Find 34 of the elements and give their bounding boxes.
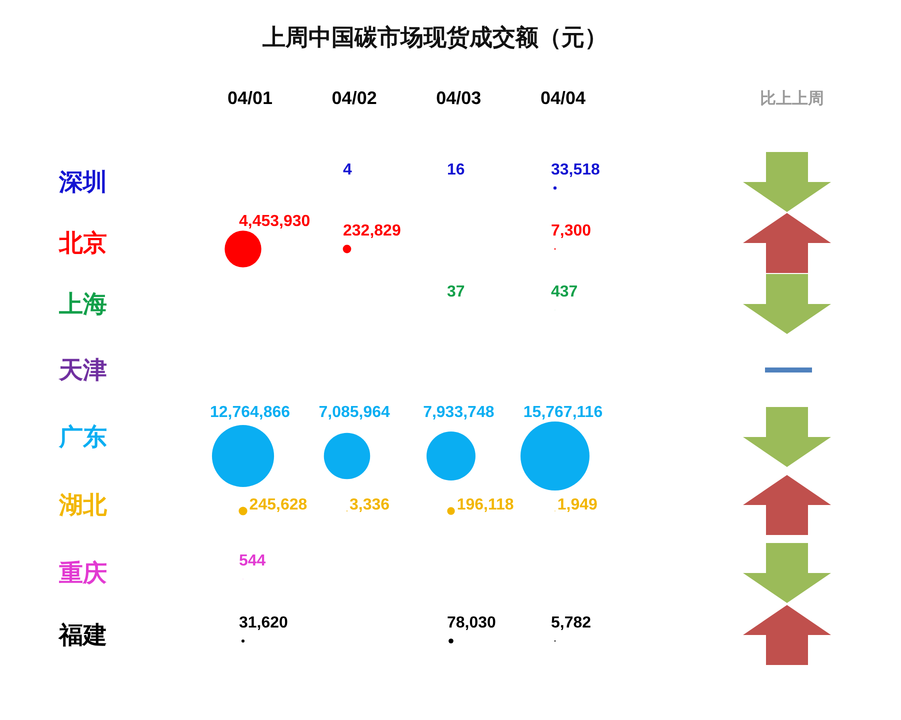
x-tick-label: 04/02 [332,88,377,108]
data-label: 196,118 [456,496,514,514]
data-label: 5,782 [551,614,592,632]
y-tick-label: 天津 [58,356,107,384]
x-tick-label: 04/03 [436,88,482,108]
data-label: 78,030 [447,614,496,632]
y-tick-label: 广东 [58,423,107,451]
data-label: 12,764,866 [210,404,290,421]
text: 比上上周 [760,88,824,108]
data-label: 4 [343,162,352,178]
data-label: 15,767,116 [523,404,603,421]
y-tick-label: 北京 [58,229,107,257]
data-label: 3,336 [350,496,390,514]
data-label: 4,453,930 [239,213,310,230]
data-label: 16 [447,162,465,178]
y-tick-label: 深圳 [58,168,107,196]
chart-title: 上周中国碳市场现货成交额（元） [262,24,608,51]
data-label: 33,518 [551,162,600,178]
y-tick-label: 福建 [58,621,107,649]
y-tick-label: 湖北 [58,491,108,519]
data-label: 7,933,748 [423,404,494,421]
data-label: 544 [239,552,266,570]
x-tick-label: 04/04 [540,88,586,108]
data-label: 7,085,964 [318,404,390,421]
data-label: 232,829 [343,222,401,240]
data-label: 37 [447,284,465,300]
data-label: 245,628 [249,496,308,514]
data-label: 31,620 [239,614,288,632]
data-label: 1,949 [557,496,598,514]
data-label: 437 [551,284,578,300]
y-tick-label: 上海 [58,290,107,318]
x-tick-label: 04/01 [227,88,273,108]
y-tick-label: 重庆 [58,559,107,587]
data-label: 7,300 [551,222,592,240]
